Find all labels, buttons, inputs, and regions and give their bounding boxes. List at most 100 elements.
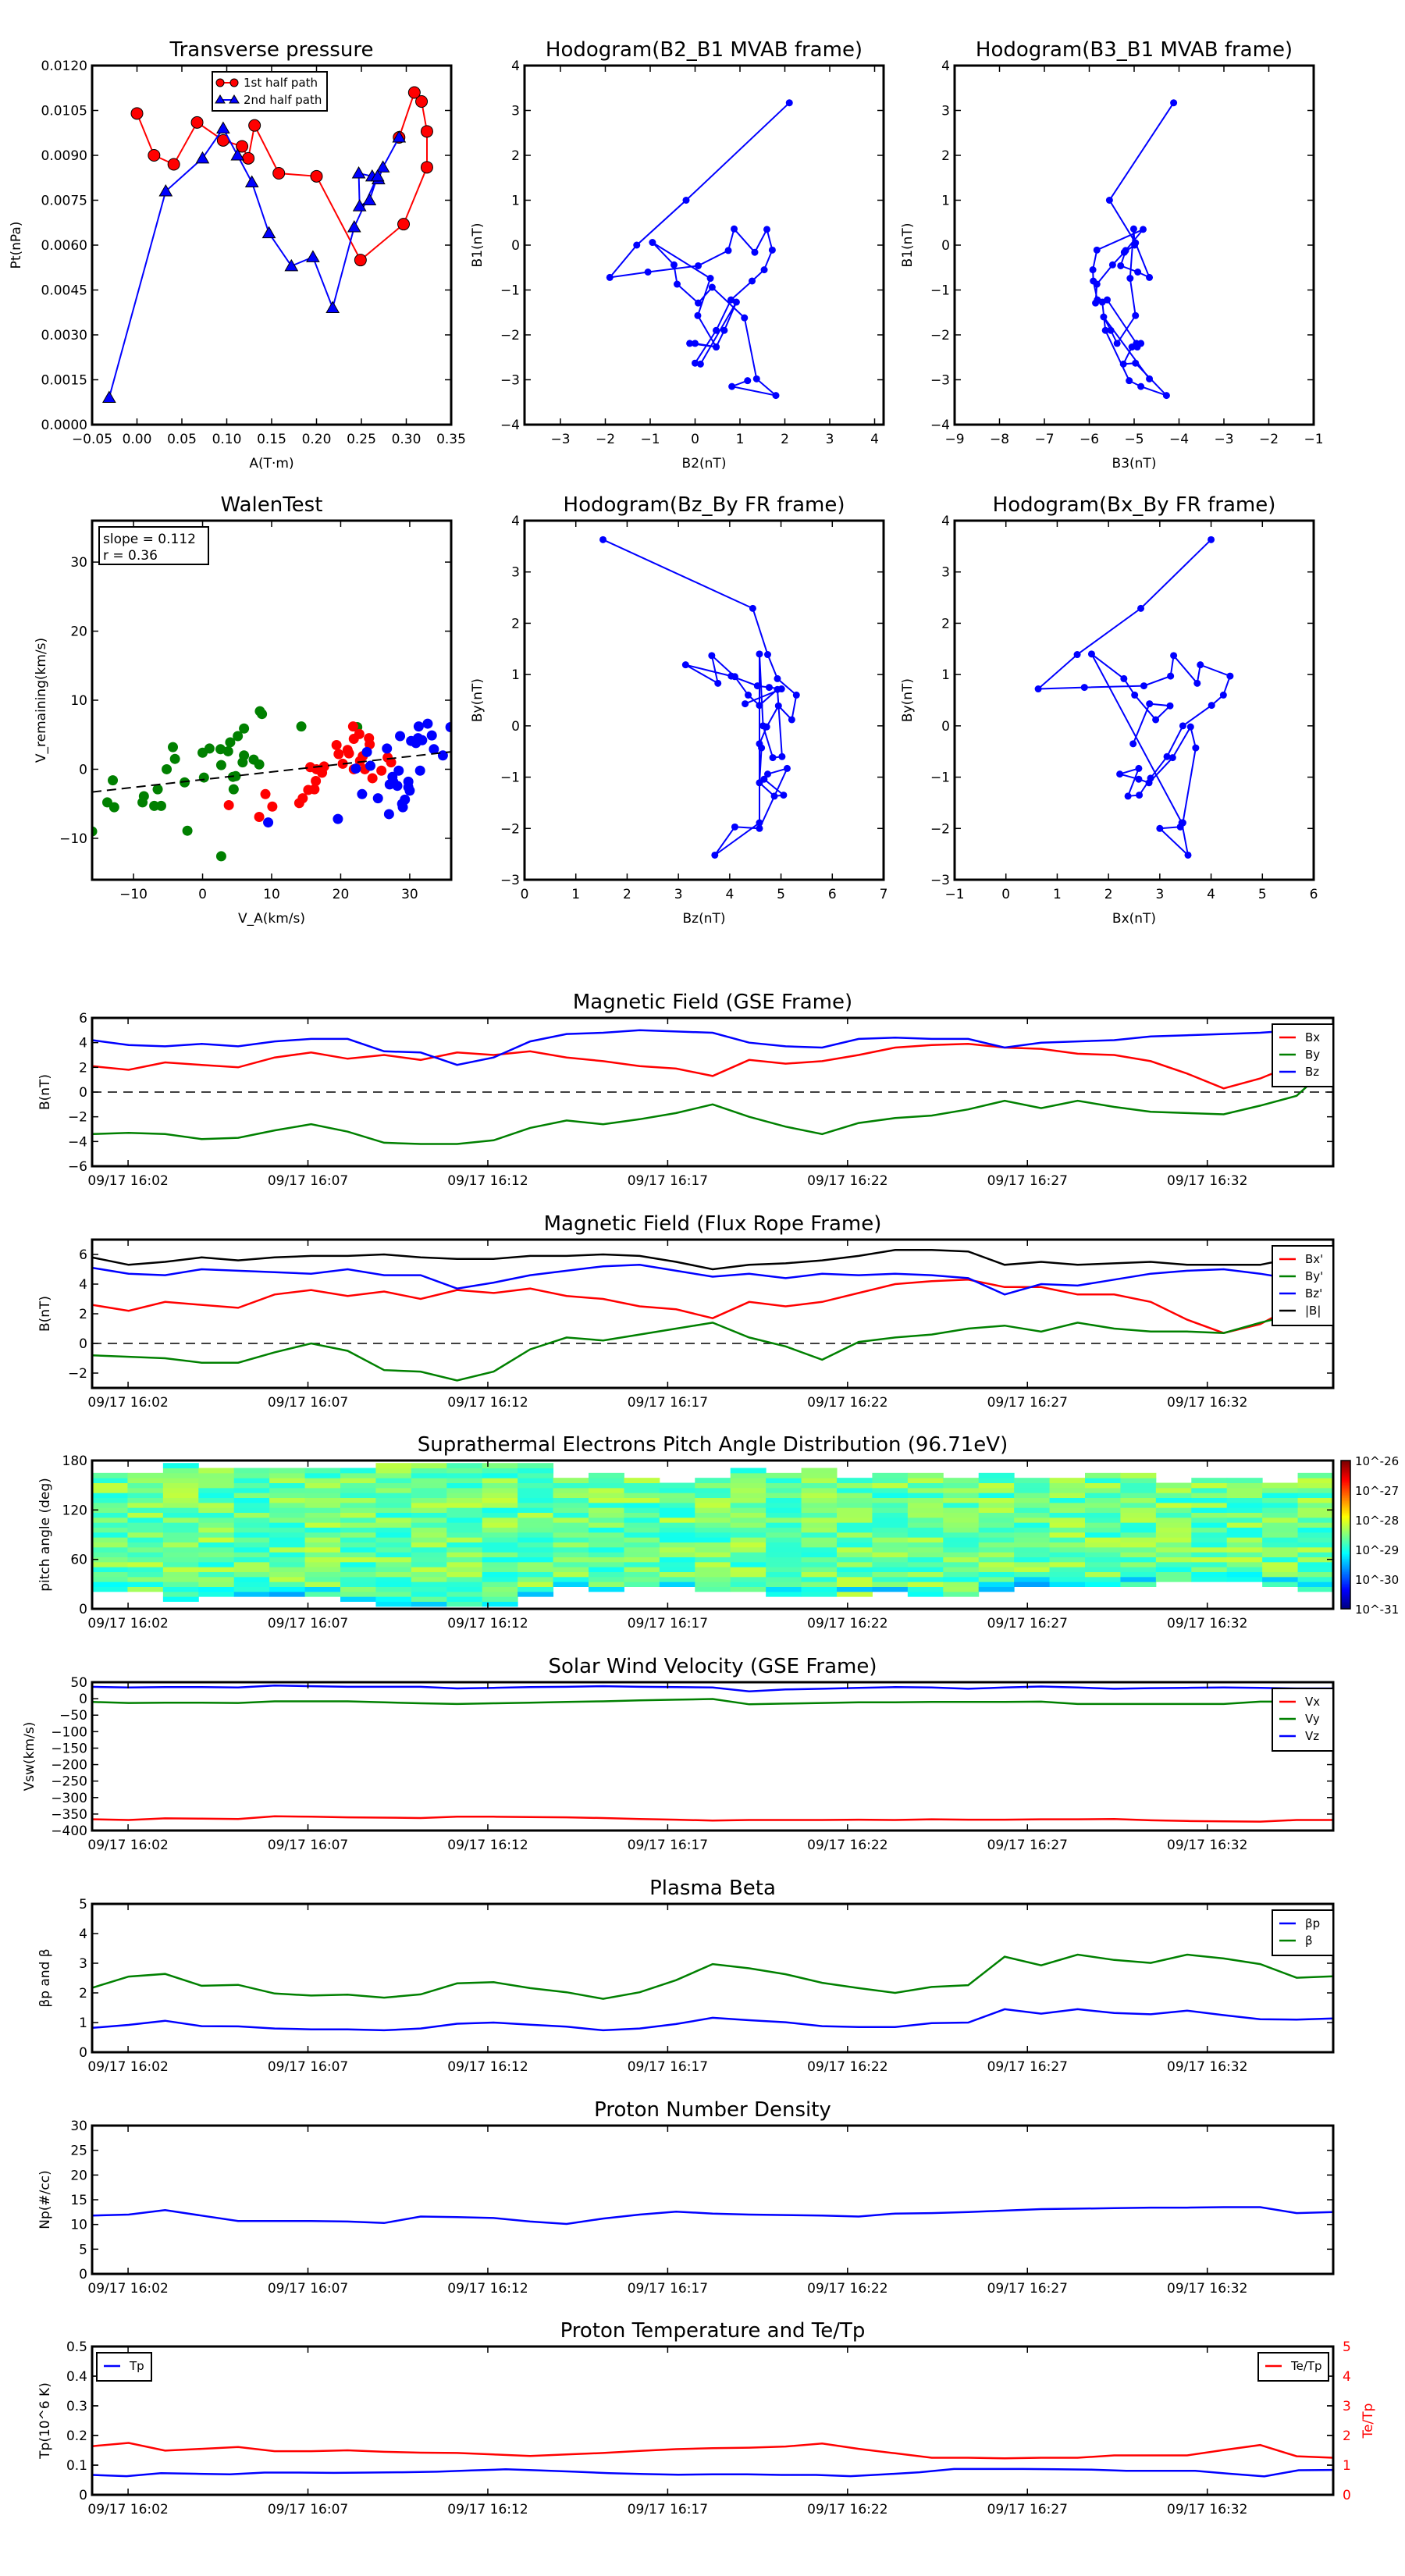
heatmap-cell [304, 1497, 341, 1503]
heatmap-cell [127, 1507, 164, 1513]
heatmap-cell [589, 1493, 624, 1498]
colorbar-step [1341, 1482, 1350, 1485]
heatmap-cell [1049, 1542, 1086, 1548]
heatmap-cell [589, 1576, 624, 1582]
heatmap-cell [411, 1552, 447, 1557]
data-point [1089, 266, 1097, 274]
heatmap-cell [978, 1542, 1015, 1548]
heatmap-cell [943, 1567, 980, 1572]
heatmap-cell [411, 1493, 447, 1498]
colorbar-step [1341, 1525, 1350, 1528]
colorbar-step [1341, 1604, 1350, 1606]
data-point [752, 375, 760, 382]
data-point [1170, 99, 1178, 107]
heatmap-cell [837, 1586, 873, 1592]
heatmap-cell [695, 1517, 731, 1523]
data-point [727, 672, 735, 680]
heatmap-cell [1226, 1512, 1263, 1518]
x-tick-label: 09/17 16:17 [628, 1838, 708, 1853]
data-point [1152, 716, 1160, 724]
y-tick-label: 3 [941, 565, 950, 581]
x-tick-label: 0 [1001, 887, 1010, 902]
colorbar-step [1341, 1596, 1350, 1599]
panel-bfr: Magnetic Field (Flux Rope Frame)−2024609… [37, 1212, 1335, 1411]
x-tick-label: 09/17 16:27 [987, 1173, 1068, 1189]
heatmap-cell [446, 1463, 483, 1468]
y-tick-label: 15 [70, 2193, 87, 2208]
data-point [1105, 197, 1113, 204]
colorbar-step [1341, 1474, 1350, 1476]
heatmap-cell [695, 1576, 731, 1582]
plot-area [606, 99, 793, 400]
data-point [354, 254, 367, 267]
colorbar-step [1341, 1491, 1350, 1494]
heatmap-cell [907, 1561, 944, 1567]
heatmap-cell [730, 1507, 767, 1513]
heatmap-cell [340, 1493, 376, 1498]
heatmap-cell [411, 1527, 447, 1533]
heatmap-cell [766, 1517, 802, 1523]
heatmap-cell [482, 1482, 518, 1489]
colorbar-step [1341, 1484, 1350, 1486]
heatmap-cell [233, 1487, 270, 1493]
heatmap-cell [1049, 1537, 1086, 1542]
heatmap-cell [162, 1586, 199, 1592]
heatmap-cell [411, 1487, 447, 1493]
heatmap-cell [482, 1567, 518, 1572]
heatmap-cell [446, 1522, 483, 1528]
y-tick-label: 0.0045 [41, 283, 87, 299]
colorbar-step [1341, 1530, 1350, 1532]
x-tick-label: 3 [674, 887, 683, 902]
heatmap-cell [659, 1497, 695, 1503]
heatmap-cell [659, 1512, 695, 1518]
x-tick-label: 09/17 16:32 [1167, 1395, 1247, 1411]
heatmap-cell [695, 1512, 731, 1518]
colorbar-step [1341, 1553, 1350, 1557]
heatmap-cell [269, 1557, 306, 1563]
heatmap-cell [589, 1507, 624, 1513]
heatmap-cell [907, 1542, 944, 1548]
heatmap-cell [695, 1493, 731, 1498]
series-line-Vy [92, 1698, 1333, 1706]
chart-title: Suprathermal Electrons Pitch Angle Distr… [418, 1433, 1008, 1457]
heatmap-cell [269, 1567, 306, 1572]
heatmap-cell [198, 1552, 235, 1557]
colorbar-step [1341, 1514, 1350, 1516]
heatmap-cell [1262, 1542, 1299, 1548]
heatmap-cell [1226, 1557, 1263, 1563]
heatmap-cell [907, 1472, 944, 1478]
data-point-green [225, 737, 236, 748]
heatmap-cell [446, 1493, 483, 1498]
heatmap-cell [766, 1532, 802, 1538]
heatmap-cell [730, 1532, 767, 1538]
heatmap-cell [340, 1586, 376, 1592]
heatmap-cell [518, 1546, 554, 1553]
data-point [352, 199, 367, 212]
data-point [760, 266, 768, 274]
y-tick-label: 0.0015 [41, 373, 87, 389]
heatmap-cell [411, 1542, 447, 1548]
heatmap-cell [553, 1567, 589, 1572]
heatmap-cell [837, 1502, 873, 1508]
heatmap-cell [233, 1472, 270, 1478]
y-tick-label: 180 [62, 1453, 87, 1469]
heatmap-cell [518, 1542, 554, 1548]
plot-area [92, 1249, 1333, 1382]
data-point [1093, 280, 1101, 288]
heatmap-cell [1085, 1546, 1121, 1553]
panel-pt: Transverse pressure0.00000.00150.00300.0… [9, 38, 466, 471]
heatmap-cell [375, 1567, 412, 1572]
data-point [644, 269, 652, 276]
heatmap-cell [233, 1497, 270, 1503]
heatmap-cell [1120, 1493, 1157, 1498]
data-point [1146, 700, 1154, 708]
heatmap-cell [624, 1546, 660, 1553]
heatmap-cell [659, 1546, 695, 1553]
heatmap-cell [233, 1567, 270, 1572]
heatmap-cell [127, 1472, 164, 1478]
data-point [415, 95, 429, 108]
heatmap-cell [730, 1567, 767, 1572]
data-point [695, 262, 702, 269]
heatmap-cell [269, 1586, 306, 1592]
heatmap-cell [269, 1582, 306, 1587]
